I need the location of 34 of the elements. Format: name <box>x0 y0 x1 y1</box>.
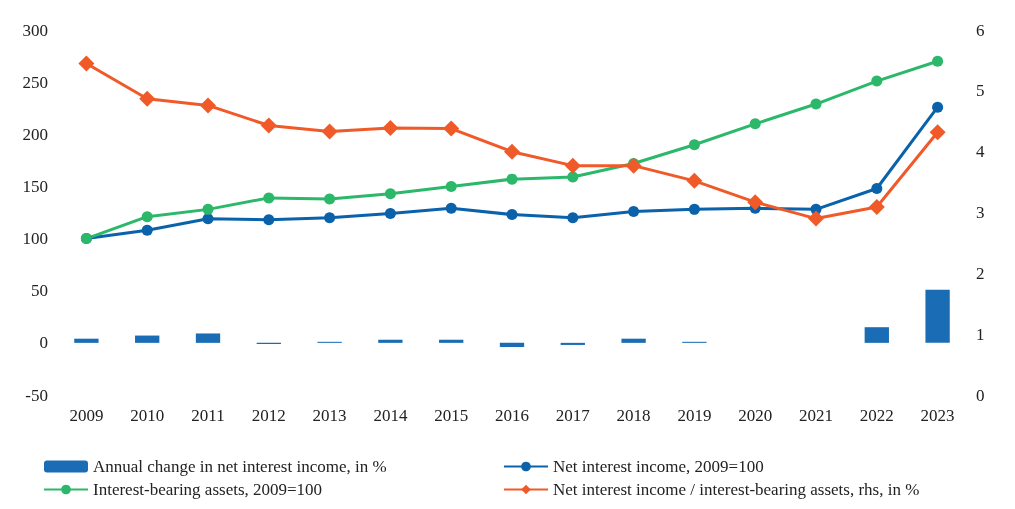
y2-tick-label: 5 <box>976 81 985 101</box>
x-tick-label: 2021 <box>799 406 833 425</box>
x-tick-label: 2012 <box>251 406 286 425</box>
y2-tick-label: 3 <box>976 203 985 222</box>
y2-tick-label: 6 <box>976 20 985 40</box>
x-tick-label: 2020 <box>738 406 773 425</box>
y-tick-label: -50 <box>25 385 48 405</box>
x-tick-label: 2018 <box>616 406 651 425</box>
y-tick-label: 300 <box>22 20 48 40</box>
x-tick-label: 2010 <box>130 406 165 425</box>
legend-label: Interest-bearing assets, 2009=100 <box>93 480 323 499</box>
x-tick-label: 2013 <box>312 406 347 425</box>
x-tick-label: 2019 <box>677 406 712 425</box>
legend-label: Net interest income / interest-bearing assets, rhs, in % <box>553 480 920 499</box>
x-tick-label: 2017 <box>555 406 591 425</box>
x-tick-label: 2009 <box>69 406 104 425</box>
legend-label: Annual change in net interest income, in % <box>93 457 387 476</box>
x-tick-label: 2015 <box>434 406 469 425</box>
y-tick-label: 250 <box>22 72 48 92</box>
x-tick-label: 2014 <box>373 406 408 425</box>
legend-label: Net interest income, 2009=100 <box>553 457 764 476</box>
y2-tick-label: 1 <box>976 324 985 344</box>
y2-tick-label: 2 <box>976 263 985 283</box>
y-tick-label: 150 <box>22 176 48 196</box>
x-tick-label: 2023 <box>920 406 955 425</box>
y-tick-label: 50 <box>31 281 48 301</box>
y2-tick-label: 4 <box>976 142 985 162</box>
y-tick-label: 100 <box>22 229 48 249</box>
x-tick-label: 2016 <box>495 406 529 425</box>
x-tick-label: 2011 <box>191 406 225 425</box>
x-tick-label: 2022 <box>859 406 894 425</box>
y-tick-label: 0 <box>39 333 48 353</box>
y-tick-label: 200 <box>22 124 48 144</box>
y2-tick-label: 0 <box>976 385 985 405</box>
